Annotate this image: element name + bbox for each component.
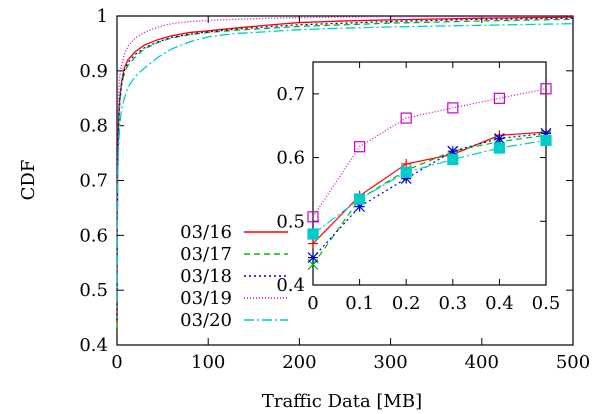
inset-point-03-20 — [447, 153, 459, 166]
y-tick-label: 0.5 — [79, 280, 108, 301]
x-tick-label: 400 — [465, 352, 499, 373]
inset-point-03-18 — [493, 133, 505, 144]
series-line-03-18 — [116, 17, 574, 321]
inset-series-line-03-16 — [312, 131, 547, 245]
inset-x-tick-label: 0 — [307, 293, 318, 314]
inset-point-03-20 — [493, 142, 505, 154]
inset-point-03-18 — [354, 201, 366, 213]
legend-label: 03/18 — [180, 266, 232, 287]
x-tick-label: 500 — [556, 352, 590, 373]
inset-point-03-16 — [308, 238, 318, 249]
inset-y-tick-label: 0.6 — [276, 148, 305, 169]
legend-label: 03/16 — [180, 222, 232, 243]
inset-point-03-18 — [400, 173, 412, 185]
x-tick-label: 300 — [373, 352, 407, 373]
inset-point-03-19 — [354, 141, 366, 153]
legend-label: 03/17 — [180, 244, 232, 265]
inset-point-03-19 — [307, 211, 319, 223]
inset-x-tick-label: 0.1 — [345, 293, 374, 314]
x-axis-label: Traffic Data [MB] — [262, 391, 422, 412]
y-tick-label: 0.8 — [79, 116, 108, 137]
inset-point-03-20 — [540, 134, 552, 146]
inset-y-tick-label: 0.4 — [276, 275, 305, 296]
inset-series-line-03-20 — [312, 139, 547, 235]
y-tick-label: 0.9 — [79, 61, 108, 82]
series-line-03-20 — [116, 23, 574, 302]
y-axis-label: CDF — [18, 160, 39, 201]
inset-frame — [312, 61, 547, 286]
main-plot: 0 100 200 300 400 500 0.4 0.5 0.6 0.7 0.8 0.9 1 — [79, 6, 590, 373]
inset-point-03-19 — [540, 83, 552, 95]
inset-plot: 0 0.1 0.2 0.3 0.4 0.5 0.4 0.5 0.6 0.7 — [276, 61, 561, 314]
x-tick-label: 200 — [282, 352, 316, 373]
legend-label: 03/20 — [180, 310, 232, 331]
inset-point-03-20 — [354, 193, 366, 205]
legend-label: 03/19 — [180, 288, 232, 309]
y-tick-label: 0.7 — [79, 171, 108, 192]
y-tick-label: 0.6 — [79, 225, 108, 246]
inset-point-03-20 — [400, 166, 412, 178]
inset-x-tick-label: 0.2 — [392, 293, 421, 314]
inset-point-03-19 — [400, 112, 412, 124]
inset-point-03-18 — [447, 145, 459, 157]
inset-x-tick-label: 0.5 — [532, 293, 561, 314]
y-tick-label: 0.4 — [79, 335, 108, 356]
inset-point-03-18 — [307, 252, 319, 264]
inset-series-line-03-19 — [312, 88, 547, 218]
series-line-03-17 — [116, 18, 574, 329]
inset-point-03-19 — [447, 102, 459, 114]
inset-series-line-03-18 — [312, 132, 547, 259]
inset-point-03-18 — [540, 127, 552, 139]
inset-x-tick-label: 0.3 — [438, 293, 467, 314]
x-tick-label: 0 — [111, 352, 122, 373]
inset-y-tick-label: 0.5 — [276, 211, 305, 232]
x-tick-label: 100 — [191, 352, 225, 373]
inset-x-tick-label: 0.4 — [485, 293, 514, 314]
inset-point-03-19 — [493, 92, 505, 104]
y-tick-label: 1 — [97, 6, 108, 27]
inset-point-03-20 — [307, 228, 319, 240]
inset-y-tick-label: 0.7 — [276, 84, 305, 105]
inset-series-line-03-17 — [312, 134, 547, 265]
